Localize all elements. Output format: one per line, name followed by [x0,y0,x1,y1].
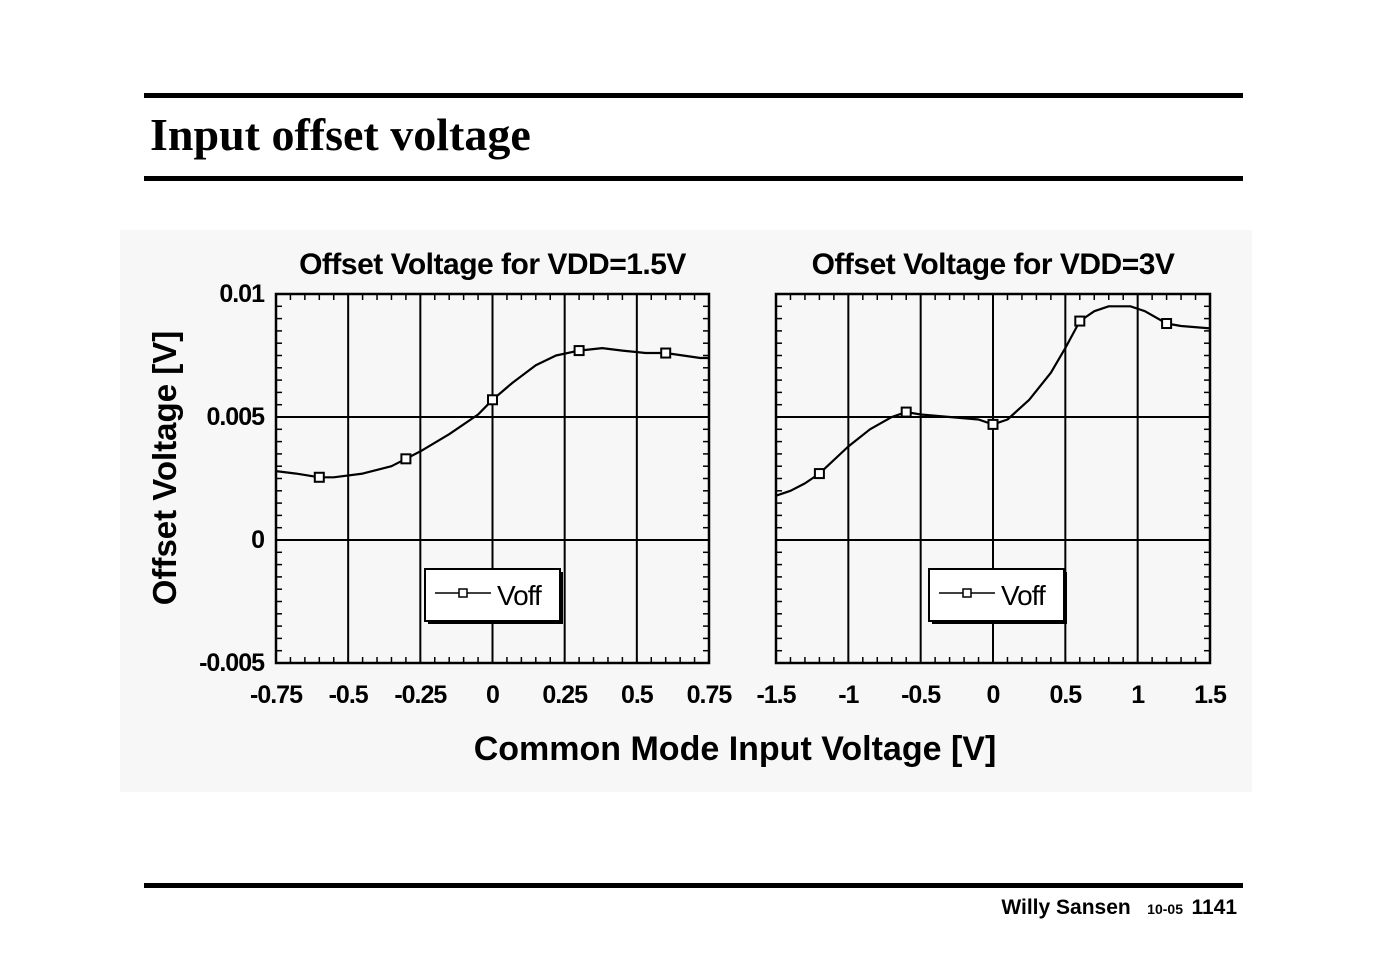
legend-box [928,568,1065,622]
x-tick-label: -0.75 [250,681,303,709]
plot-frame [774,292,1212,665]
footer-date: 10-05 [1147,901,1183,917]
data-marker [1161,318,1173,330]
x-tick-label: 0.75 [687,681,733,709]
x-tick-label: -0.5 [329,681,369,709]
title-rule-bottom [144,176,1243,181]
title-rule-top [144,93,1243,98]
y-tick-label: 0.005 [206,403,265,431]
data-marker [900,406,912,418]
data-marker [987,418,999,430]
legend-label: Voff [497,580,542,611]
data-marker [813,468,825,480]
data-marker [313,471,325,483]
x-tick-label: -1.5 [756,681,796,709]
x-tick-label: -0.25 [394,681,447,709]
chart-panel-1: Offset Voltage for VDD=1.5V -0.75 -0.5 -0.2… [250,248,733,709]
x-tick-label: -1 [838,681,859,709]
legend-marker [458,588,468,598]
footer-author: Willy Sansen [1001,896,1131,919]
x-tick-label: 0 [987,681,1000,709]
chart-title: Offset Voltage for VDD=3V [812,248,1175,281]
y-tick-label: 0 [251,526,264,554]
legend-marker [962,588,972,598]
footer-rule [144,883,1243,888]
data-marker [400,453,412,465]
data-marker [573,345,585,357]
footer: Willy Sansen 10-05 1141 [1001,896,1237,920]
y-tick-label: 0.01 [219,280,265,308]
data-marker [1074,315,1086,327]
legend-box [424,568,561,622]
chart-panel-2: Offset Voltage for VDD=3V -1.5 -1 -0.5 0 0.5 1… [756,248,1228,709]
series-line-voff [775,305,1211,497]
x-axis-label: Common Mode Input Voltage [V] [474,730,997,768]
y-axis-label: Offset Voltage [V] [146,331,183,605]
chart-title: Offset Voltage for VDD=1.5V [299,248,686,281]
x-tick-label: 0.25 [542,681,588,709]
y-tick-label: -0.005 [199,649,265,677]
x-tick-label: 1 [1131,681,1145,709]
figure-background [120,230,1252,792]
data-marker [487,394,498,406]
x-tick-label: 1.5 [1194,681,1227,709]
footer-page-number: 1141 [1191,896,1237,919]
data-marker [660,347,672,359]
plot-frame [274,292,711,665]
page-title: Input offset voltage [150,109,531,160]
x-tick-label: 0.5 [1049,681,1082,709]
legend-label: Voff [1001,580,1046,611]
x-tick-label: -0.5 [901,681,941,709]
x-tick-label: 0.5 [621,681,654,709]
x-tick-label: 0 [486,681,499,709]
series-line-voff [275,347,709,479]
